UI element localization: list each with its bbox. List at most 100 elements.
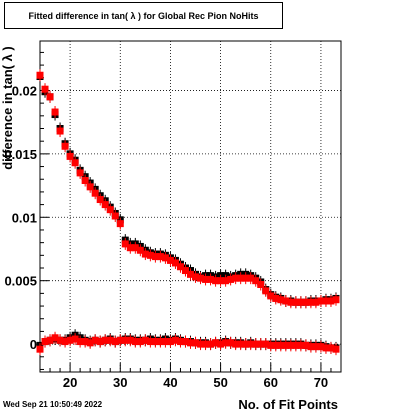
- data-point: [287, 341, 295, 349]
- data-point: [66, 152, 74, 160]
- data-point: [242, 340, 250, 348]
- y-axis-label: difference in tan( λ ): [0, 46, 15, 170]
- data-point: [121, 240, 129, 248]
- data-point: [131, 338, 139, 346]
- data-point: [332, 296, 340, 304]
- data-point: [36, 345, 44, 353]
- data-point: [111, 338, 119, 346]
- data-point: [312, 343, 320, 351]
- data-point: [71, 159, 79, 167]
- data-point: [116, 220, 124, 228]
- data-point: [81, 177, 89, 185]
- data-point: [297, 298, 305, 306]
- data-point: [312, 298, 320, 306]
- data-point: [232, 274, 240, 282]
- data-point: [212, 339, 220, 347]
- data-point: [207, 340, 215, 348]
- data-point: [136, 338, 144, 346]
- data-point: [146, 251, 154, 259]
- data-point: [131, 244, 139, 252]
- data-point: [292, 298, 300, 306]
- data-point: [156, 253, 164, 261]
- x-tick-label: 60: [264, 375, 278, 390]
- data-point: [282, 341, 290, 349]
- data-point: [141, 336, 149, 344]
- data-point: [327, 344, 335, 352]
- data-point: [222, 339, 230, 347]
- data-point: [66, 336, 74, 344]
- data-point: [46, 93, 54, 101]
- data-point: [232, 340, 240, 348]
- x-tick-label: 30: [113, 375, 127, 390]
- data-point: [116, 336, 124, 344]
- data-point: [101, 201, 109, 209]
- data-point: [267, 341, 275, 349]
- data-point: [267, 292, 275, 300]
- data-point: [227, 339, 235, 347]
- data-point: [61, 142, 69, 150]
- data-point: [166, 256, 174, 264]
- data-point: [126, 244, 134, 252]
- y-tick-label: 0.015: [4, 147, 37, 162]
- data-point: [76, 338, 84, 346]
- y-tick-label: 0.02: [12, 83, 37, 98]
- data-point: [227, 275, 235, 283]
- data-point: [106, 206, 114, 214]
- data-point: [187, 339, 194, 347]
- y-tick-label: 0.01: [12, 210, 37, 225]
- x-axis-label: No. of Fit Points: [238, 397, 338, 412]
- plot-frame: [39, 40, 342, 373]
- data-point: [91, 336, 99, 344]
- data-point: [302, 298, 310, 306]
- data-point: [171, 259, 179, 267]
- chart-title-box: Fitted difference in tan( λ ) for Global…: [4, 2, 283, 29]
- data-point: [207, 275, 215, 283]
- data-point: [262, 340, 270, 348]
- data-point: [161, 254, 169, 262]
- data-point: [197, 340, 205, 348]
- data-point: [86, 339, 94, 347]
- data-point: [252, 277, 260, 285]
- data-point: [317, 343, 325, 351]
- timestamp: Wed Sep 21 10:50:49 2022: [3, 400, 103, 409]
- data-point: [272, 294, 280, 302]
- data-point: [327, 297, 335, 305]
- data-point: [242, 274, 250, 282]
- data-point: [282, 297, 290, 305]
- x-tick-label: 70: [314, 375, 328, 390]
- data-point: [237, 340, 245, 348]
- data-point: [262, 287, 270, 295]
- data-point: [277, 296, 285, 304]
- x-tick-label: 50: [213, 375, 227, 390]
- data-point: [317, 297, 325, 305]
- data-point: [71, 335, 79, 343]
- data-point: [192, 273, 200, 281]
- data-point: [302, 341, 310, 349]
- data-point: [106, 336, 114, 344]
- data-point: [217, 277, 225, 285]
- data-point: [151, 338, 159, 346]
- data-point: [36, 71, 44, 79]
- data-point: [257, 340, 265, 348]
- data-point: [176, 263, 184, 271]
- x-tick-label: 40: [163, 375, 177, 390]
- data-point: [322, 344, 330, 352]
- data-point: [166, 338, 174, 346]
- data-point: [202, 275, 210, 283]
- data-point: [171, 336, 179, 344]
- data-point: [151, 253, 159, 261]
- data-point: [181, 267, 189, 275]
- data-point: [307, 343, 315, 351]
- data-point: [61, 338, 69, 346]
- data-point: [252, 340, 260, 348]
- data-point: [41, 338, 49, 346]
- data-point: [41, 85, 49, 93]
- data-point: [121, 336, 129, 344]
- data-point: [222, 277, 230, 285]
- data-point: [136, 246, 144, 254]
- chart-title: Fitted difference in tan( λ ) for Global…: [28, 10, 259, 21]
- data-point: [51, 334, 59, 342]
- data-point: [322, 297, 330, 305]
- data-point: [292, 341, 300, 349]
